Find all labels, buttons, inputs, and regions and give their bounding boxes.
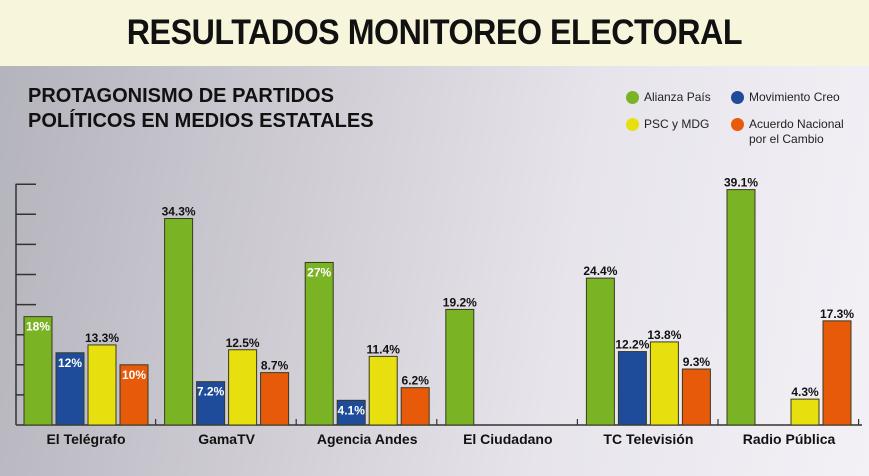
x-tick-label: GamaTV (198, 431, 255, 447)
chart-title-line-1: PROTAGONISMO DE PARTIDOS (28, 85, 334, 107)
data-label: 13.3% (85, 331, 119, 345)
data-label: 6.2% (402, 374, 430, 388)
data-label: 9.3% (683, 355, 711, 369)
bar-acuerdo-nacional-por-el-cambio (119, 364, 149, 426)
data-label: 11.4% (367, 342, 401, 356)
page-title: RESULTADOS MONITOREO ELECTORAL (126, 13, 743, 52)
bar-psc-y-mdg (368, 355, 398, 426)
data-label: 12% (58, 356, 82, 370)
bar-alianza-pa-s (585, 277, 615, 426)
legend-item-acuerdo-nacional: Acuerdo Nacional por el Cambio (731, 117, 844, 147)
bar-alianza-pa-s (164, 218, 194, 426)
data-label: 12.2% (615, 338, 649, 352)
data-label: 4.3% (791, 385, 819, 399)
legend-item-alianza-pais: Alianza País (626, 90, 711, 105)
x-tick-label: Radio Pública (743, 431, 836, 447)
legend-swatch-icon (731, 91, 744, 104)
bar-acuerdo-nacional-por-el-cambio (400, 387, 430, 426)
legend-label: Movimiento Creo (749, 90, 840, 104)
bar-alianza-pa-s (23, 316, 53, 426)
bar-alianza-pa-s (304, 261, 334, 426)
bar-psc-y-mdg (87, 344, 117, 426)
chart-title-line-2: POLÍTICOS EN MEDIOS ESTATALES (28, 110, 374, 132)
data-label: 18% (26, 320, 50, 334)
legend-item-movimiento-creo: Movimiento Creo (731, 90, 840, 105)
data-label: 13.8% (647, 328, 681, 342)
x-tick-label: El Telégrafo (46, 431, 125, 447)
data-label: 24.4% (583, 264, 617, 278)
bar-movimiento-creo (336, 399, 366, 426)
bar-psc-y-mdg (790, 398, 820, 426)
bar-movimiento-creo (55, 352, 85, 426)
bar-alianza-pa-s (445, 308, 475, 426)
bar-psc-y-mdg (228, 349, 258, 426)
data-label: 12.5% (226, 336, 260, 350)
bar-movimiento-creo (617, 351, 647, 426)
x-tick-label: Agencia Andes (317, 431, 418, 447)
data-label: 19.2% (443, 295, 477, 309)
x-tick-label: TC Televisión (603, 431, 693, 447)
data-label: 39.1% (724, 176, 758, 190)
x-tick-label: El Ciudadano (463, 431, 552, 447)
data-label: 17.3% (820, 307, 854, 321)
data-label: 27% (307, 265, 331, 279)
legend-label: Alianza País (644, 90, 711, 104)
data-label: 4.1% (338, 403, 366, 417)
legend-swatch-icon (626, 91, 639, 104)
bar-acuerdo-nacional-por-el-cambio (822, 320, 852, 426)
legend-swatch-icon (731, 118, 744, 131)
legend-label-line-2: por el Cambio (749, 132, 824, 146)
data-label: 8.7% (261, 359, 289, 373)
data-label: 10% (122, 368, 146, 382)
data-label: 34.3% (162, 205, 196, 219)
chart-title: PROTAGONISMO DE PARTIDOS POLÍTICOS EN ME… (28, 84, 374, 134)
legend-label: PSC y MDG (644, 117, 710, 131)
data-label: 7.2% (197, 385, 225, 399)
legend-item-psc-mdg: PSC y MDG (626, 117, 709, 132)
bar-movimiento-creo (196, 381, 226, 426)
bar-psc-y-mdg (649, 341, 679, 426)
header-banner: RESULTADOS MONITOREO ELECTORAL (0, 0, 869, 66)
legend-label: Acuerdo Nacional por el Cambio (749, 117, 844, 147)
legend-swatch-icon (626, 118, 639, 131)
legend: Alianza País Movimiento Creo PSC y MDG A… (626, 86, 866, 156)
bar-acuerdo-nacional-por-el-cambio (681, 368, 711, 426)
bar-alianza-pa-s (726, 189, 756, 426)
legend-label-line-1: Acuerdo Nacional (749, 117, 844, 131)
bar-acuerdo-nacional-por-el-cambio (260, 372, 290, 426)
